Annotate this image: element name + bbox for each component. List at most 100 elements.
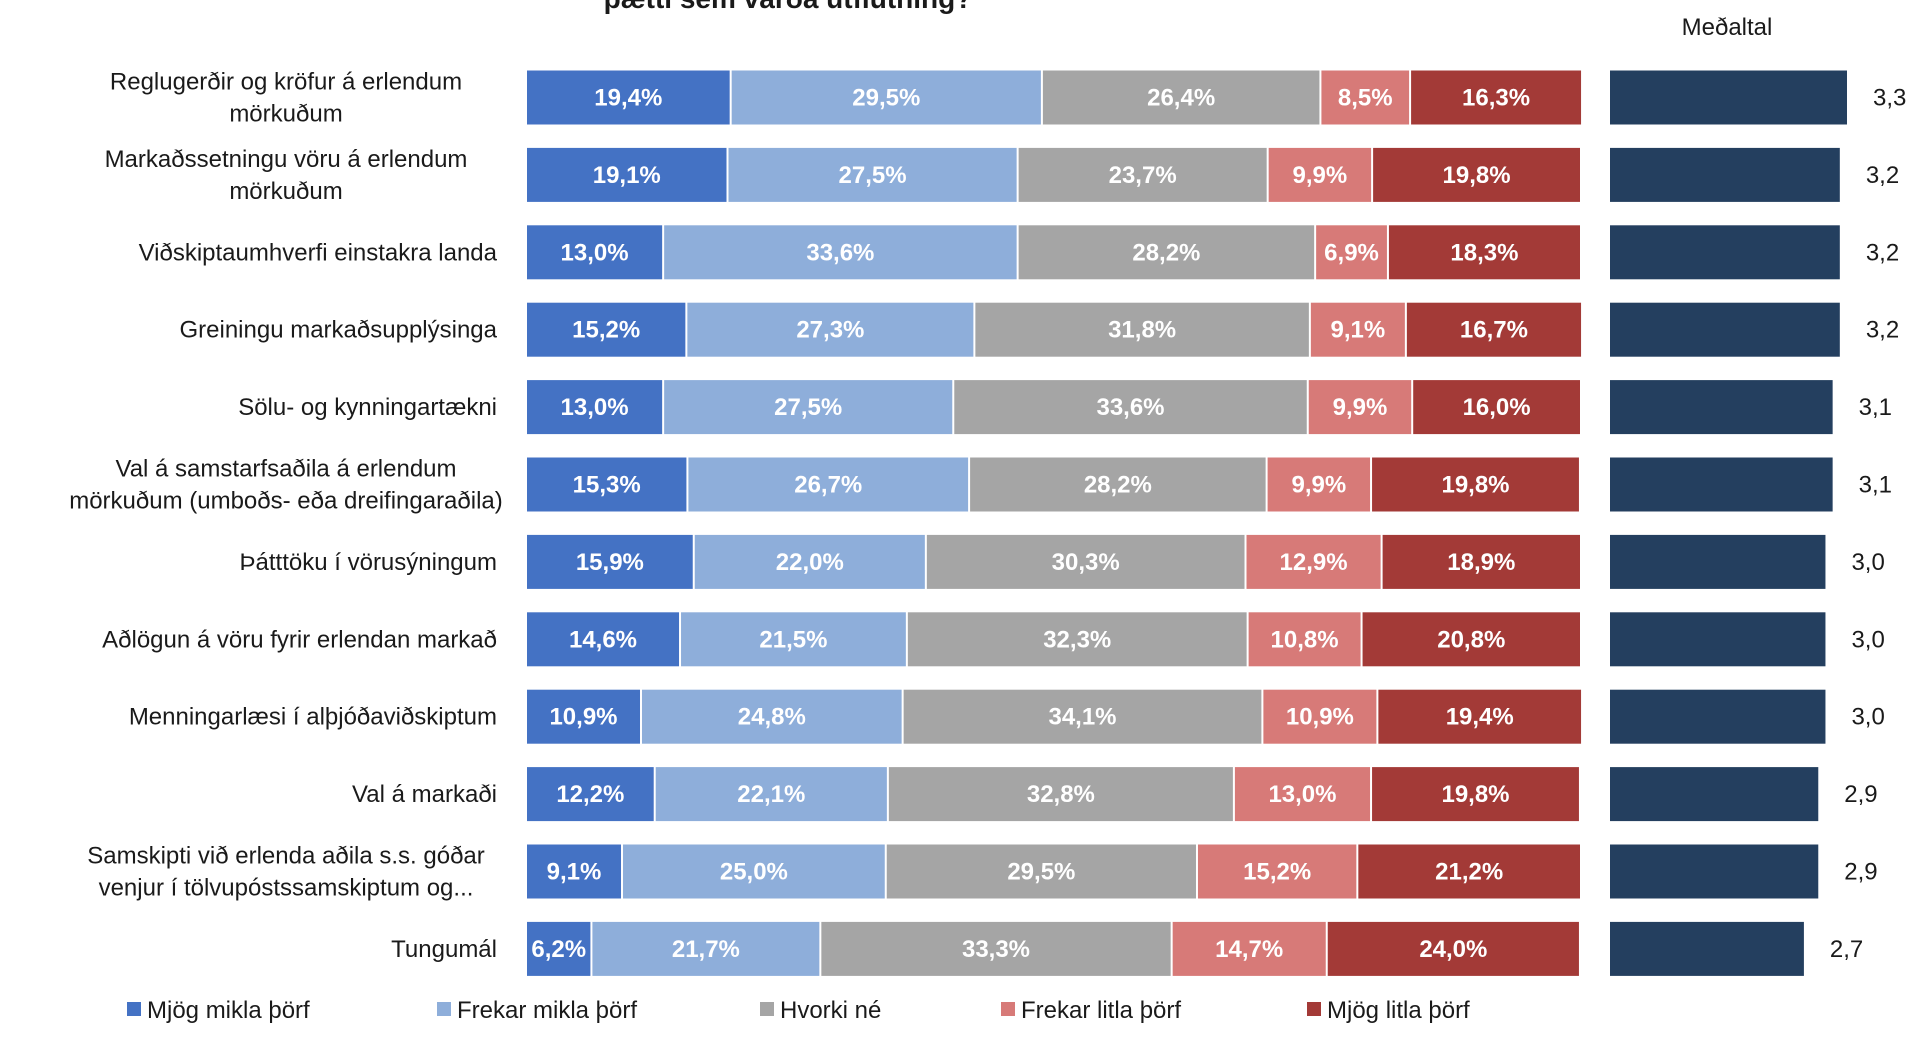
avg-bar [1610,70,1847,125]
bar-segment [1327,921,1579,976]
bar-segment [1362,612,1580,667]
avg-bar [1610,147,1840,202]
legend-label: Frekar mikla þörf [457,997,637,1024]
bar-segment [1382,534,1580,589]
bar-segment [954,380,1307,435]
data-label: 13,0% [1268,781,1336,808]
data-label: 6,9% [1324,239,1379,266]
data-label: 9,9% [1291,472,1346,499]
data-label: 19,8% [1443,162,1511,189]
legend-label: Hvorki né [780,997,881,1024]
data-label: 12,9% [1280,549,1348,576]
data-label: 13,0% [561,239,629,266]
data-label: 10,9% [549,704,617,731]
avg-value-label: 2,9 [1844,781,1877,808]
bar-segment [527,689,640,744]
data-label: 14,6% [569,626,637,653]
avg-value-label: 3,2 [1866,317,1899,344]
bar-segment [1316,225,1387,280]
data-label: 26,4% [1147,85,1215,112]
bar-segment [527,921,591,976]
category-label: Val á markaði [352,781,497,808]
bar-segment [694,534,925,589]
avg-value-label: 3,2 [1866,162,1899,189]
legend-label: Frekar litla þörf [1021,997,1181,1024]
data-label: 8,5% [1338,85,1393,112]
bar-segment [527,147,727,202]
bar-segment [641,689,902,744]
avg-bar [1610,689,1826,744]
data-label: 20,8% [1437,626,1505,653]
bar-segment [527,767,654,822]
avg-bar [1610,225,1840,280]
data-label: 32,3% [1043,626,1111,653]
bar-segment [527,70,730,125]
bar-segment [687,302,974,357]
data-label: 9,9% [1293,162,1348,189]
data-label: 19,4% [594,85,662,112]
data-label: 33,6% [806,239,874,266]
avg-value-label: 3,2 [1866,239,1899,266]
data-label: 19,1% [593,162,661,189]
bar-segment [1372,457,1579,512]
data-label: 16,0% [1463,394,1531,421]
category-label: Viðskiptaumhverfi einstakra landa [139,239,498,266]
avg-bar [1610,380,1833,435]
category-label: Þátttöku í vörusýningum [240,549,497,576]
avg-bar [1610,302,1840,357]
bar-segment [527,302,686,357]
data-label: 27,5% [774,394,842,421]
bar-segment [970,457,1266,512]
bar-segment [1042,70,1320,125]
bar-segment [527,612,680,667]
bar-segment [592,921,820,976]
bar-segment [527,225,663,280]
data-label: 9,1% [1331,317,1386,344]
bar-segment [1321,70,1410,125]
data-label: 33,3% [962,936,1030,963]
data-label: 27,5% [839,162,907,189]
bar-segment [681,612,906,667]
bar-segment [1388,225,1580,280]
data-label: 24,8% [738,704,806,731]
bar-segment [728,147,1017,202]
bar-segment [1248,612,1361,667]
data-label: 32,8% [1027,781,1095,808]
data-label: 31,8% [1108,317,1176,344]
avg-bar [1610,921,1804,976]
data-label: 10,9% [1286,704,1354,731]
data-label: 6,2% [531,936,586,963]
category-label: venjur í tölvupóstssamskiptum og... [99,875,474,902]
bar-segment [1197,844,1357,899]
category-label: Sölu- og kynningartækni [238,394,497,421]
legend-swatch [437,1002,451,1016]
data-label: 27,3% [796,317,864,344]
avg-bar [1610,534,1826,589]
bar-segment [527,844,622,899]
bar-segment [527,380,663,435]
bar-segment [926,534,1245,589]
bar-segment [975,302,1309,357]
data-label: 12,2% [556,781,624,808]
bar-segment [1308,380,1412,435]
data-label: 29,5% [852,85,920,112]
data-label: 9,1% [547,859,602,886]
category-label: Reglugerðir og kröfur á erlendum [110,69,462,96]
legend-swatch [127,1002,141,1016]
bar-segment [1411,70,1582,125]
data-label: 15,2% [1243,859,1311,886]
legend-label: Mjög mikla þörf [147,997,310,1024]
data-label: 23,7% [1109,162,1177,189]
bar-segment [1267,457,1371,512]
bar-segment [1234,767,1371,822]
data-label: 33,6% [1096,394,1164,421]
data-label: 34,1% [1048,704,1116,731]
legend-swatch [1307,1002,1321,1016]
bar-segment [903,689,1262,744]
legend-swatch [1001,1002,1015,1016]
bar-segment [731,70,1041,125]
bar-segment [1172,921,1326,976]
category-label: Markaðssetningu vöru á erlendum [105,146,468,173]
data-label: 21,7% [672,936,740,963]
avg-panel-title: Meðaltal [1682,14,1773,41]
